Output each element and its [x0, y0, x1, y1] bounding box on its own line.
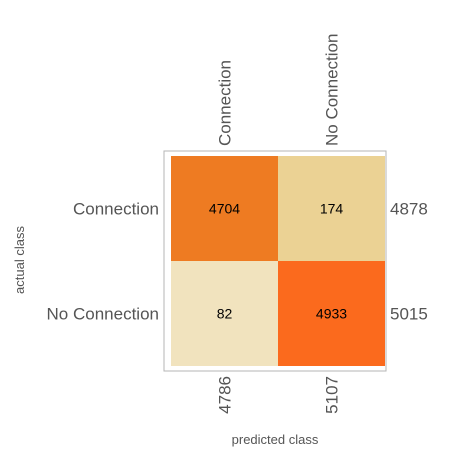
- column-class-label: No Connection: [323, 34, 342, 146]
- row-class-label: Connection: [73, 200, 159, 219]
- column-total-label: 4786: [216, 376, 235, 414]
- matrix-cell-r1-c0: [171, 261, 278, 366]
- column-total-label: 5107: [323, 376, 342, 414]
- cell-value-r0-c0: 4704: [209, 201, 240, 217]
- matrix-labels: 4704 174 82 4933 Connection No Connection 4878…: [47, 34, 428, 414]
- cell-value-r0-c1: 174: [320, 201, 344, 217]
- matrix-cell-r0-c0: [171, 156, 278, 261]
- row-total-label: 5015: [390, 305, 428, 324]
- matrix-cell-r0-c1: [278, 156, 385, 261]
- y-axis-title: actual class: [12, 226, 27, 294]
- cell-value-r1-c0: 82: [217, 306, 233, 322]
- matrix-cell-r1-c1: [278, 261, 385, 366]
- row-class-label: No Connection: [47, 305, 159, 324]
- row-total-label: 4878: [390, 200, 428, 219]
- x-axis-title: predicted class: [232, 432, 319, 447]
- matrix-cells: [171, 156, 385, 366]
- cell-value-r1-c1: 4933: [316, 306, 347, 322]
- column-class-label: Connection: [216, 60, 235, 146]
